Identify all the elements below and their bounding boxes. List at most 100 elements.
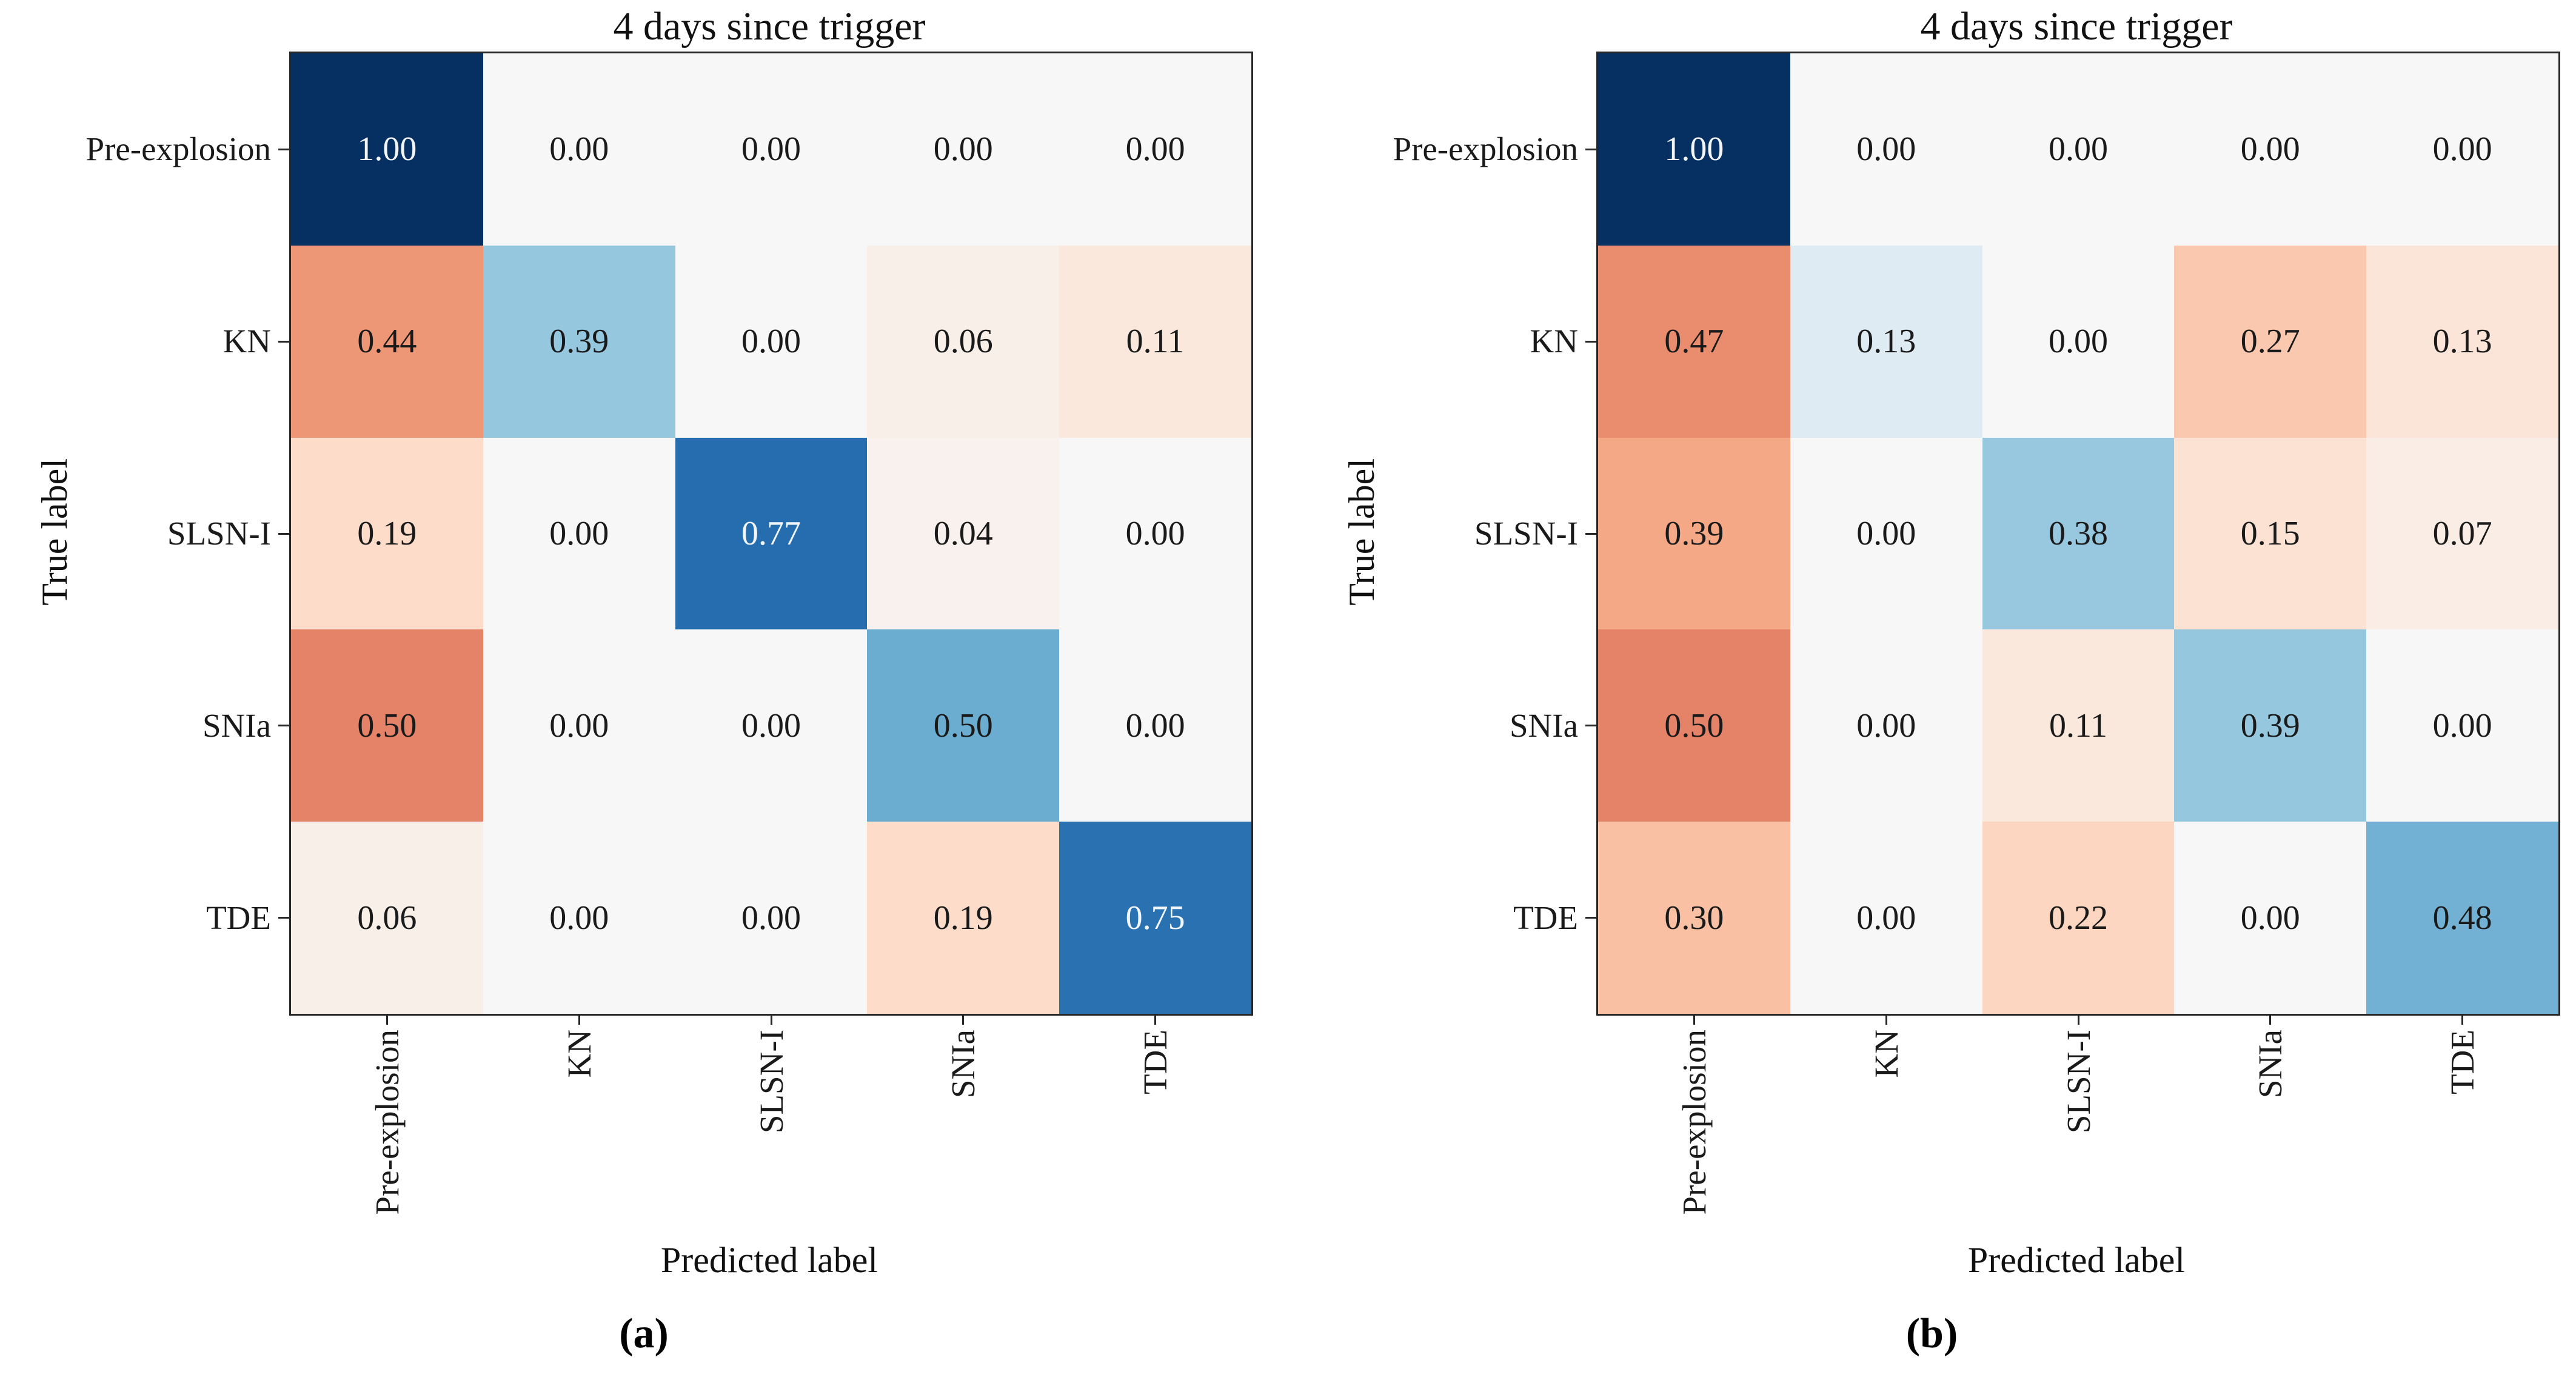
heatmap-cell-r3c1: 0.00	[483, 629, 675, 822]
caption-letter: a	[633, 1310, 655, 1357]
heatmap-cell-r2c3: 0.15	[2174, 437, 2367, 630]
y-tick-mark	[1585, 917, 1596, 919]
heatmap-cell-r4c3: 0.00	[2174, 822, 2367, 1014]
x-tick-mark	[1154, 1014, 1157, 1025]
y-tick-label-SLSN-I: SLSN-I	[167, 515, 271, 552]
heatmap-cell-r4c3: 0.19	[867, 822, 1060, 1014]
heatmap-cell-r4c0: 0.06	[291, 822, 483, 1014]
y-tick-mark	[1585, 532, 1596, 535]
heatmap-cell-r3c4: 0.00	[2366, 629, 2558, 822]
panel-b-title: 4 days since trigger	[1920, 4, 2233, 49]
y-tick-mark	[1585, 340, 1596, 343]
heatmap-cell-r0c0: 1.00	[291, 53, 483, 246]
heatmap-cell-r3c2: 0.00	[675, 629, 868, 822]
heatmap-cell-r1c0: 0.47	[1598, 245, 1790, 438]
heatmap-cell-r0c1: 0.00	[1790, 53, 1982, 246]
y-tick-mark	[278, 917, 289, 919]
heatmap-cell-r0c3: 0.00	[867, 53, 1060, 246]
caption-letter: b	[1920, 1310, 1944, 1357]
y-tick-label-KN: KN	[222, 323, 271, 360]
x-tick-label-SNIa: SNIa	[2252, 1030, 2289, 1099]
y-tick-mark	[1585, 725, 1596, 727]
heatmap-cell-r4c4: 0.75	[1059, 822, 1251, 1014]
heatmap-cell-r3c3: 0.39	[2174, 629, 2367, 822]
heatmap-cell-r1c1: 0.39	[483, 245, 675, 438]
y-tick-label-SLSN-I: SLSN-I	[1474, 515, 1578, 552]
x-tick-label-Pre-explosion: Pre-explosion	[1675, 1030, 1713, 1215]
panel-a-caption: (a)	[619, 1310, 669, 1357]
heatmap-cell-r1c3: 0.06	[867, 245, 1060, 438]
x-tick-label-TDE: TDE	[2444, 1030, 2481, 1094]
y-tick-label-KN: KN	[1530, 323, 1578, 360]
heatmap-cell-r1c2: 0.00	[675, 245, 868, 438]
y-tick-mark	[278, 532, 289, 535]
heatmap-cell-r1c4: 0.13	[2366, 245, 2558, 438]
heatmap-cell-r2c1: 0.00	[1790, 437, 1982, 630]
heatmap-cell-r1c0: 0.44	[291, 245, 483, 438]
heatmap-cell-r2c3: 0.04	[867, 437, 1060, 630]
y-tick-label-TDE: TDE	[1513, 899, 1578, 936]
x-tick-mark	[2461, 1014, 2464, 1025]
heatmap-cell-r2c2: 0.77	[675, 437, 868, 630]
heatmap-cell-r2c0: 0.19	[291, 437, 483, 630]
heatmap-cell-r2c2: 0.38	[1982, 437, 2175, 630]
x-tick-mark	[962, 1014, 965, 1025]
heatmap-cell-r2c0: 0.39	[1598, 437, 1790, 630]
y-tick-label-SNIa: SNIa	[1509, 706, 1578, 744]
y-tick-label-Pre-explosion: Pre-explosion	[85, 130, 271, 168]
x-tick-mark	[770, 1014, 772, 1025]
y-tick-label-TDE: TDE	[206, 899, 271, 936]
x-axis-label: Predicted label	[660, 1240, 878, 1280]
heatmap-cell-r1c1: 0.13	[1790, 245, 1982, 438]
heatmap-cell-r4c1: 0.00	[1790, 822, 1982, 1014]
x-tick-mark	[578, 1014, 580, 1025]
heatmap-cell-r2c4: 0.07	[2366, 437, 2558, 630]
y-tick-mark	[278, 725, 289, 727]
heatmap-cell-r3c0: 0.50	[1598, 629, 1790, 822]
heatmap-cell-r0c4: 0.00	[2366, 53, 2558, 246]
y-tick-mark	[278, 148, 289, 150]
y-tick-label-SNIa: SNIa	[202, 706, 271, 744]
x-tick-label-KN: KN	[1867, 1030, 1905, 1078]
x-tick-label-Pre-explosion: Pre-explosion	[368, 1030, 406, 1215]
x-tick-mark	[2269, 1014, 2272, 1025]
heatmap-cell-r2c4: 0.00	[1059, 437, 1251, 630]
x-tick-label-KN: KN	[560, 1030, 598, 1078]
y-tick-label-Pre-explosion: Pre-explosion	[1393, 130, 1578, 168]
heatmap-cell-r3c0: 0.50	[291, 629, 483, 822]
heatmap-cell-r0c3: 0.00	[2174, 53, 2367, 246]
heatmap-cell-r4c2: 0.22	[1982, 822, 2175, 1014]
heatmap-cell-r3c2: 0.11	[1982, 629, 2175, 822]
heatmap-cell-r3c3: 0.50	[867, 629, 1060, 822]
heatmap-cell-r2c1: 0.00	[483, 437, 675, 630]
panel-b-heatmap-grid: 1.00 0.00 0.00 0.00 0.00 0.47 0.13 0.00 0.27 0.13…	[1596, 52, 2560, 1016]
heatmap-cell-r1c3: 0.27	[2174, 245, 2367, 438]
heatmap-cell-r4c4: 0.48	[2366, 822, 2558, 1014]
heatmap-cell-r4c0: 0.30	[1598, 822, 1790, 1014]
panel-b-caption: (b)	[1905, 1310, 1958, 1357]
x-tick-label-SLSN-I: SLSN-I	[752, 1030, 790, 1134]
panel-a-title: 4 days since trigger	[613, 4, 926, 49]
heatmap-cell-r0c4: 0.00	[1059, 53, 1251, 246]
heatmap-cell-r3c4: 0.00	[1059, 629, 1251, 822]
x-tick-mark	[1693, 1014, 1695, 1025]
heatmap-cell-r4c1: 0.00	[483, 822, 675, 1014]
heatmap-cell-r0c1: 0.00	[483, 53, 675, 246]
x-axis-label: Predicted label	[1967, 1240, 2186, 1280]
x-tick-label-TDE: TDE	[1137, 1030, 1174, 1094]
heatmap-cell-r0c2: 0.00	[1982, 53, 2175, 246]
heatmap-cell-r4c2: 0.00	[675, 822, 868, 1014]
x-tick-label-SNIa: SNIa	[945, 1030, 982, 1099]
y-tick-mark	[278, 340, 289, 343]
heatmap-cell-r0c2: 0.00	[675, 53, 868, 246]
panel-a-heatmap-grid: 1.00 0.00 0.00 0.00 0.00 0.44 0.39 0.00 0.06 0.11…	[289, 52, 1253, 1016]
x-tick-mark	[386, 1014, 388, 1025]
x-tick-mark	[2077, 1014, 2079, 1025]
heatmap-cell-r1c4: 0.11	[1059, 245, 1251, 438]
x-tick-mark	[1885, 1014, 1887, 1025]
x-tick-label-SLSN-I: SLSN-I	[2059, 1030, 2097, 1134]
heatmap-cell-r3c1: 0.00	[1790, 629, 1982, 822]
y-tick-mark	[1585, 148, 1596, 150]
heatmap-cell-r0c0: 1.00	[1598, 53, 1790, 246]
heatmap-cell-r1c2: 0.00	[1982, 245, 2175, 438]
